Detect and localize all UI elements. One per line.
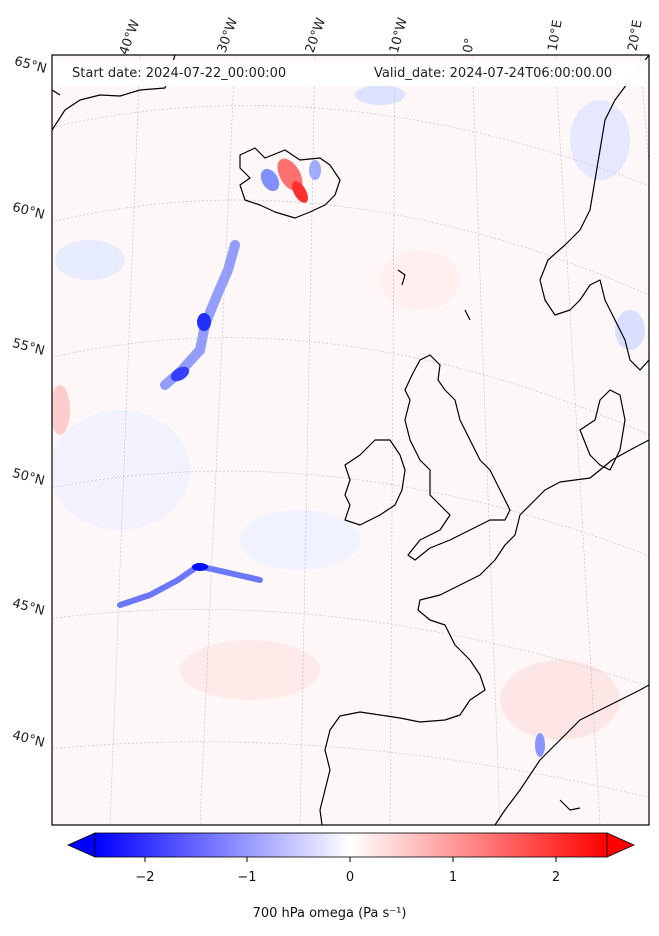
start-date-label: Start date: 2024-07-22_00:00:00 — [72, 66, 287, 81]
map-frame — [51, 54, 650, 826]
valid-date-label: Valid_date: 2024-07-24T06:00:00.00 — [374, 66, 613, 81]
colorbar-tick: −1 — [237, 870, 257, 885]
colorbar-tick: 0 — [345, 870, 355, 885]
colorbar-label: 700 hPa omega (Pa s⁻¹) — [252, 906, 407, 921]
colorbar-tick: 2 — [551, 870, 561, 885]
colorbar-tick: −2 — [135, 870, 155, 885]
lon-label-0: 0° — [460, 36, 479, 55]
colorbar-tick: 1 — [448, 870, 458, 885]
colorbar — [67, 832, 635, 862]
omega-field — [52, 55, 649, 825]
